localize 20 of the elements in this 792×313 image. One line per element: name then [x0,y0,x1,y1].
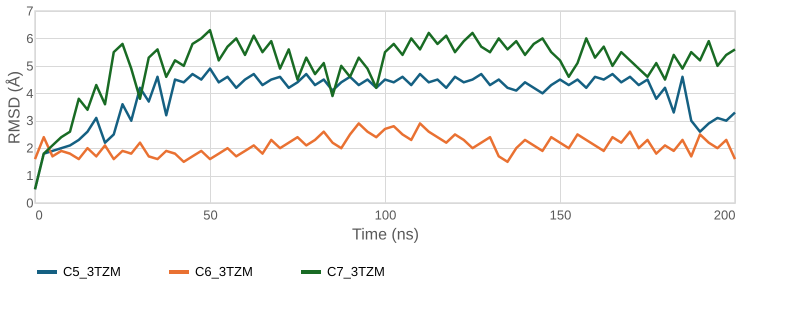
y-tick-label: 4 [26,86,34,101]
legend-label: C5_3TZM [63,264,121,279]
x-tick-label: 100 [374,208,396,222]
y-tick-label: 2 [26,140,34,156]
y-tick-label: 5 [26,58,34,74]
legend-label: C7_3TZM [327,264,385,279]
y-tick-label: 6 [26,30,34,46]
y-tick-label: 7 [26,4,34,18]
x-tick-label: 0 [36,208,43,222]
y-axis-title: RMSD (Å) [5,71,24,144]
x-tick-label: 200 [714,208,736,222]
y-tick-label: 1 [26,168,34,184]
legend-label: C6_3TZM [195,264,253,279]
y-tick-label: 3 [26,113,34,128]
line-series [34,28,736,191]
y-tick-label: 0 [26,196,34,210]
x-axis-title: Time (ns) [352,226,419,244]
x-tick-label: 50 [203,208,218,222]
x-tick-label: 150 [550,208,572,222]
line-series [34,122,736,164]
